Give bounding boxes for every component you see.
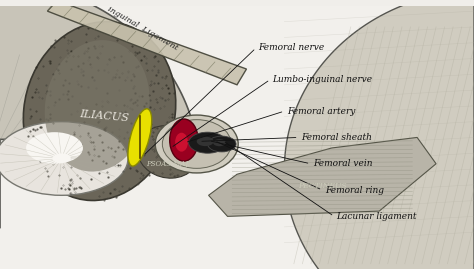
Ellipse shape [45,40,150,172]
Text: inguinal  Ligament: inguinal Ligament [106,5,179,52]
Text: Lumbo-inguinal nerve: Lumbo-inguinal nerve [273,75,373,84]
Text: PECTINEUS: PECTINEUS [298,182,346,190]
Circle shape [213,139,226,146]
Polygon shape [47,1,246,85]
Text: PSOAS MAJ.: PSOAS MAJ. [146,160,190,168]
Polygon shape [0,6,474,269]
Circle shape [26,132,83,164]
Ellipse shape [155,115,238,173]
Circle shape [189,132,227,153]
Text: Femoral vein: Femoral vein [313,159,373,168]
Circle shape [0,122,128,195]
Circle shape [208,136,236,152]
Ellipse shape [170,119,198,161]
Polygon shape [209,137,436,216]
Ellipse shape [128,109,152,166]
Text: Femoral sheath: Femoral sheath [301,133,372,142]
Text: Femoral artery: Femoral artery [287,107,355,116]
Polygon shape [284,0,474,269]
Ellipse shape [162,120,231,168]
Text: Lacunar ligament: Lacunar ligament [337,212,417,221]
Ellipse shape [175,133,188,152]
Text: ILIACUS: ILIACUS [79,109,129,123]
Ellipse shape [137,126,199,178]
Text: Femoral nerve: Femoral nerve [258,44,325,52]
Polygon shape [0,0,196,228]
Circle shape [197,137,214,146]
Text: Femoral ring: Femoral ring [325,186,383,194]
Ellipse shape [23,22,176,200]
